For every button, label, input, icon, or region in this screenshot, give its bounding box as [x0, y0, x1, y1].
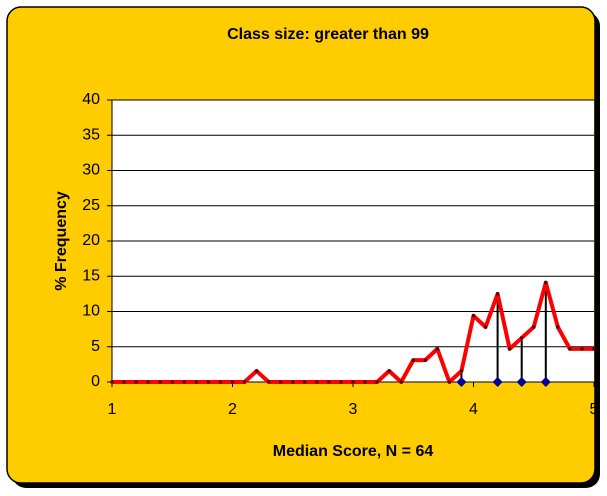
highlight-marker — [540, 377, 551, 387]
data-point — [146, 380, 150, 384]
y-tick-label: 25 — [82, 197, 100, 214]
chart-title: Class size: greater than 99 — [227, 26, 429, 43]
x-tick-label: 3 — [349, 401, 358, 418]
data-point — [206, 380, 210, 384]
data-point — [447, 380, 451, 384]
data-point — [134, 380, 138, 384]
y-axis-label: % Frequency — [53, 191, 70, 291]
highlight-marker — [456, 377, 467, 387]
data-point — [459, 369, 463, 373]
data-point — [580, 347, 584, 351]
x-axis-label: Median Score, N = 64 — [273, 443, 434, 460]
data-point — [423, 358, 427, 362]
x-tick-label: 4 — [469, 401, 478, 418]
y-tick-label: 40 — [82, 91, 100, 108]
y-tick-label: 30 — [82, 162, 100, 179]
data-point — [387, 369, 391, 373]
data-point — [568, 347, 572, 351]
x-tick-label: 1 — [108, 401, 117, 418]
data-point — [375, 380, 379, 384]
data-point — [520, 336, 524, 340]
highlight-marker — [492, 377, 503, 387]
data-point — [182, 380, 186, 384]
data-point — [279, 380, 283, 384]
data-point — [218, 380, 222, 384]
y-tick-label: 15 — [82, 267, 100, 284]
y-tick-label: 10 — [82, 303, 100, 320]
data-point — [363, 380, 367, 384]
data-point — [194, 380, 198, 384]
data-point — [351, 380, 355, 384]
data-point — [484, 325, 488, 329]
data-point — [327, 380, 331, 384]
data-point — [291, 380, 295, 384]
data-point — [170, 380, 174, 384]
y-tick-label: 20 — [82, 232, 100, 249]
data-point — [243, 380, 247, 384]
highlight-marker — [516, 377, 527, 387]
data-point — [339, 380, 343, 384]
data-point — [472, 314, 475, 318]
y-tick-label: 0 — [91, 373, 100, 390]
data-point — [411, 358, 415, 362]
data-point — [158, 380, 162, 384]
data-point — [231, 380, 234, 384]
data-point — [435, 347, 439, 351]
data-point — [255, 369, 259, 373]
y-tick-label: 35 — [82, 126, 100, 143]
data-point — [508, 347, 512, 351]
data-point — [267, 380, 271, 384]
data-point — [399, 380, 403, 384]
data-point — [496, 292, 500, 296]
data-point — [303, 380, 307, 384]
x-tick-label: 2 — [228, 401, 237, 418]
data-point — [315, 380, 319, 384]
data-point — [110, 380, 114, 384]
y-tick-label: 5 — [91, 338, 100, 355]
x-tick-label: 5 — [590, 401, 599, 418]
data-point — [532, 325, 536, 329]
data-point — [122, 380, 126, 384]
data-point — [592, 347, 596, 351]
data-point — [544, 281, 548, 285]
data-point — [556, 325, 560, 329]
